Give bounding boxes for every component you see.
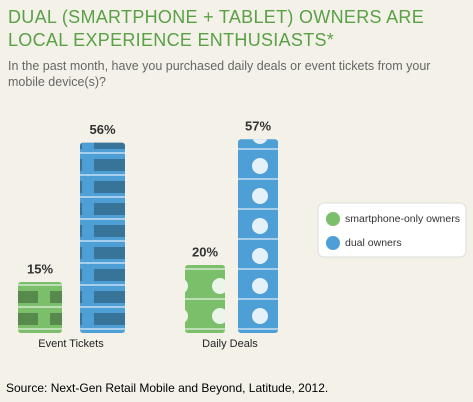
value-label: 56% [89, 122, 115, 137]
x-tick-label: Daily Deals [202, 338, 258, 350]
legend-box [317, 202, 467, 258]
value-label: 57% [245, 119, 271, 134]
x-tick-label: Event Tickets [38, 338, 104, 350]
chart-title: DUAL (SMARTPHONE + TABLET) OWNERS ARE LO… [8, 7, 425, 50]
chart-subtitle: In the past month, have you purchased da… [8, 59, 431, 89]
bar-decoration [238, 139, 278, 333]
legend-marker [326, 212, 340, 226]
bar-decoration [185, 265, 225, 333]
legend-label: smartphone-only owners [345, 213, 460, 225]
value-label: 15% [27, 261, 53, 276]
bar-decoration [80, 142, 125, 333]
legend-marker [326, 236, 340, 250]
bar-decoration [18, 282, 62, 333]
source: Source: Next-Gen Retail Mobile and Beyon… [6, 381, 329, 395]
value-label: 20% [192, 244, 218, 259]
legend-label: dual owners [345, 237, 402, 249]
